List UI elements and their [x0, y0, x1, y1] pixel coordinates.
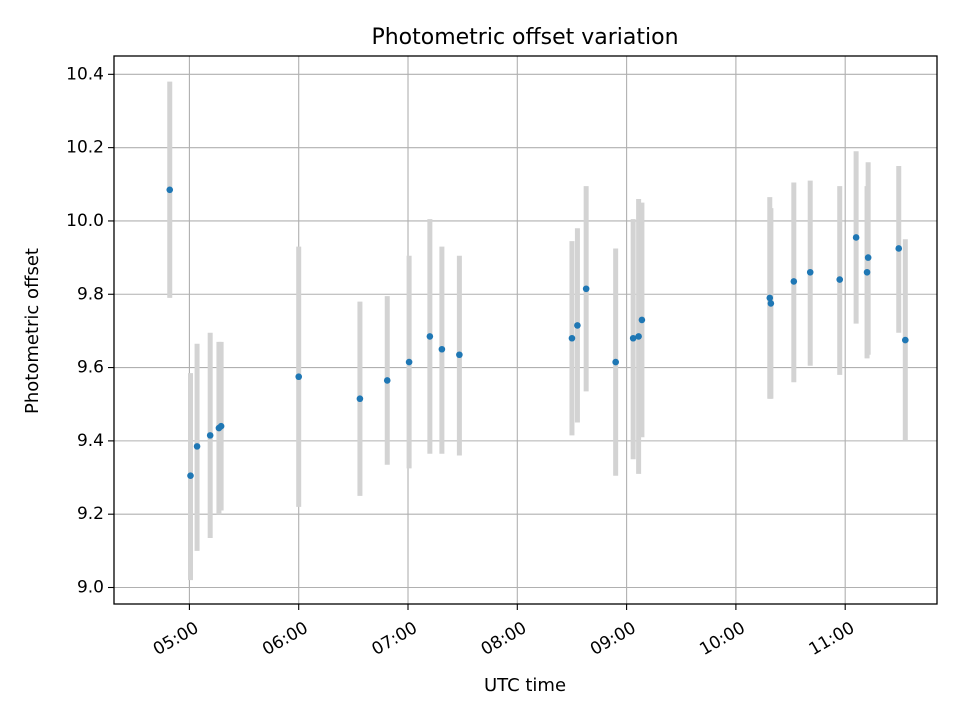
y-tick-label: 10.2	[66, 138, 104, 158]
data-point	[405, 358, 413, 366]
y-tick-label: 9.0	[77, 578, 104, 598]
plot-frame	[113, 55, 938, 605]
data-point	[629, 334, 637, 342]
data-point	[574, 322, 581, 329]
x-axis-label: UTC time	[484, 675, 566, 696]
data-point	[863, 268, 871, 276]
data-points	[166, 186, 909, 480]
data-point	[383, 377, 391, 384]
chart-title: Photometric offset variation	[371, 25, 678, 50]
data-point	[864, 254, 872, 261]
data-point	[895, 245, 903, 252]
data-point	[902, 336, 909, 344]
y-axis-label: Photometric offset	[22, 248, 43, 414]
data-point	[438, 345, 446, 353]
data-point	[806, 268, 814, 276]
data-point	[187, 472, 194, 480]
grid-lines	[114, 56, 937, 604]
y-tick-label: 10.4	[66, 64, 104, 84]
y-tick-label: 9.2	[77, 504, 104, 524]
data-point	[852, 234, 860, 241]
data-point	[582, 285, 590, 293]
y-tick-label: 9.6	[77, 358, 104, 378]
data-point	[295, 373, 303, 381]
data-point	[612, 358, 619, 366]
data-point	[456, 351, 463, 359]
data-point	[193, 443, 201, 450]
data-point	[767, 300, 775, 307]
y-tick-label: 9.8	[77, 284, 104, 304]
y-tick-label: 9.4	[77, 431, 104, 451]
data-point	[635, 333, 642, 340]
data-point	[638, 316, 646, 324]
y-tick-label: 10.0	[66, 211, 104, 231]
data-point	[836, 276, 844, 283]
y-axis-ticks: 9.0 9.2 9.4 9.6 9.8 10.0 10.2 10.4	[66, 64, 114, 598]
data-point	[217, 422, 225, 430]
data-point	[568, 334, 576, 342]
data-point	[356, 395, 364, 403]
data-point	[206, 432, 214, 439]
data-point	[426, 333, 434, 340]
data-point	[166, 186, 174, 194]
data-point	[790, 278, 798, 285]
data-point	[766, 294, 774, 302]
